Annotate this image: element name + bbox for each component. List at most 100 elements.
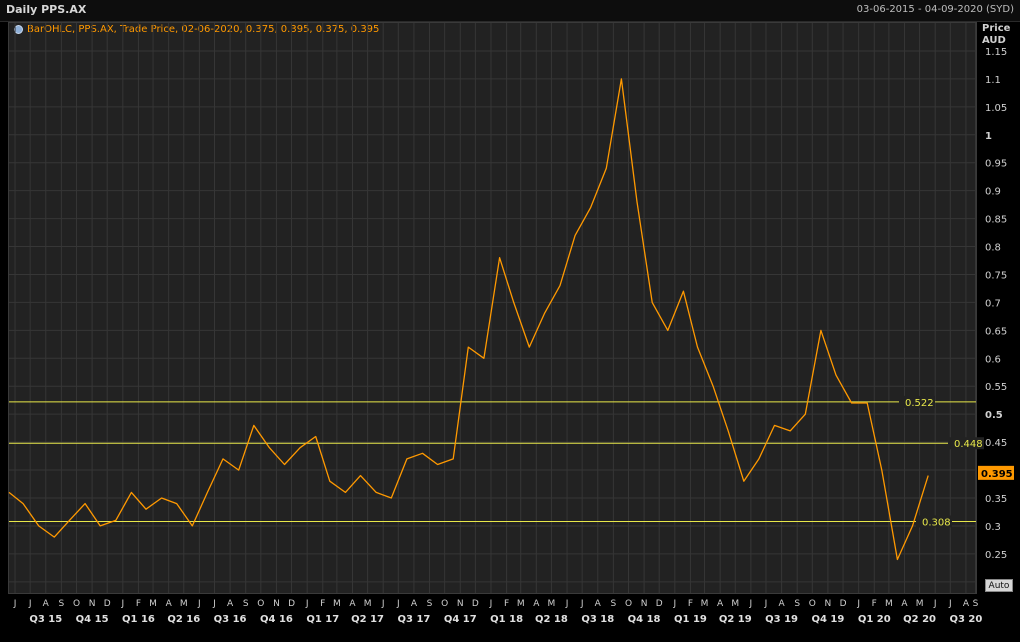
y-tick-label: 0.25 <box>985 550 1007 561</box>
y-tick-label: 1.05 <box>985 103 1007 114</box>
x-month-label: M <box>333 599 341 609</box>
x-month-label: N <box>457 599 464 609</box>
x-month-label: O <box>441 599 448 609</box>
x-quarter-label: Q3 18 <box>581 614 614 625</box>
x-month-label: J <box>28 599 32 609</box>
x-quarter-label: Q4 19 <box>811 614 844 625</box>
x-month-label: N <box>89 599 96 609</box>
x-month-label: A <box>963 599 970 609</box>
x-month-label: A <box>227 599 234 609</box>
x-month-label: J <box>948 599 952 609</box>
x-month-label: N <box>641 599 648 609</box>
x-month-label: A <box>717 599 724 609</box>
x-month-label: S <box>427 599 433 609</box>
x-month-label: J <box>856 599 860 609</box>
plot-area[interactable] <box>8 22 977 594</box>
x-month-label: M <box>180 599 188 609</box>
x-month-label: F <box>688 599 693 609</box>
x-quarter-label: Q1 17 <box>306 614 339 625</box>
x-month-label: M <box>364 599 372 609</box>
y-tick-label: 0.3 <box>985 522 1001 533</box>
x-month-label: F <box>136 599 141 609</box>
y-tick-label: 0.6 <box>985 354 1001 365</box>
x-month-label: J <box>749 599 753 609</box>
x-month-label: J <box>212 599 216 609</box>
y-tick-label: 0.55 <box>985 382 1007 393</box>
y-tick-label: 0.8 <box>985 243 1001 254</box>
x-quarter-label: Q4 18 <box>628 614 661 625</box>
x-month-label: A <box>411 599 418 609</box>
x-month-label: J <box>197 599 201 609</box>
x-month-label: F <box>872 599 877 609</box>
x-month-label: A <box>43 599 50 609</box>
y-tick-label: 0.7 <box>985 298 1001 309</box>
x-quarter-label: Q1 19 <box>674 614 707 625</box>
x-month-label: J <box>764 599 768 609</box>
y-tick-label: 0.35 <box>985 494 1007 505</box>
x-month-label: J <box>672 599 676 609</box>
y-axis-title: Price AUD <box>982 23 1010 47</box>
y-tick-label: 0.65 <box>985 326 1007 337</box>
series-settings-icon[interactable] <box>14 25 23 34</box>
x-month-label: J <box>120 599 124 609</box>
x-month-label: F <box>504 599 509 609</box>
y-tick-label: 0.75 <box>985 270 1007 281</box>
y-tick-label: 1.15 <box>985 47 1007 58</box>
x-quarter-label: Q1 16 <box>122 614 155 625</box>
x-month-label: S <box>973 599 979 609</box>
y-tick-label: 0.85 <box>985 215 1007 226</box>
x-month-label: M <box>731 599 739 609</box>
x-month-label: A <box>779 599 786 609</box>
x-month-label: J <box>933 599 937 609</box>
x-month-label: A <box>533 599 540 609</box>
x-month-label: N <box>273 599 280 609</box>
y-axis-title-price: Price <box>982 23 1011 34</box>
x-quarter-label: Q2 18 <box>535 614 568 625</box>
x-quarter-label: Q3 15 <box>29 614 62 625</box>
x-month-label: M <box>517 599 525 609</box>
x-month-label: J <box>305 599 309 609</box>
x-month-label: M <box>916 599 924 609</box>
chart-title: Daily PPS.AX <box>6 3 87 16</box>
x-month-label: M <box>548 599 556 609</box>
x-quarter-label: Q4 16 <box>260 614 293 625</box>
x-quarter-label: Q2 19 <box>719 614 752 625</box>
last-price-tag <box>978 465 1014 480</box>
x-quarter-label: Q3 19 <box>765 614 798 625</box>
auto-scale-button[interactable]: Auto <box>985 579 1013 592</box>
x-quarter-label: Q3 20 <box>949 614 982 625</box>
x-month-label: A <box>901 599 908 609</box>
y-tick-label: 0.4 <box>985 466 1001 477</box>
x-month-label: N <box>825 599 832 609</box>
y-tick-label: 0.9 <box>985 187 1001 198</box>
x-month-label: O <box>73 599 80 609</box>
x-month-label: S <box>243 599 249 609</box>
x-quarter-label: Q4 15 <box>76 614 109 625</box>
x-month-label: M <box>149 599 157 609</box>
x-quarter-label: Q1 20 <box>858 614 891 625</box>
x-month-label: D <box>840 599 847 609</box>
y-axis-title-currency: AUD <box>982 35 1006 46</box>
x-month-label: S <box>794 599 800 609</box>
x-month-label: S <box>59 599 65 609</box>
y-tick-label: 0.95 <box>985 159 1007 170</box>
x-month-label: A <box>349 599 356 609</box>
x-month-label: M <box>701 599 709 609</box>
y-tick-label: 1.1 <box>985 75 1001 86</box>
x-month-label: O <box>625 599 632 609</box>
legend-text: BarOHLC, PPS.AX, Trade Price, 02-06-2020… <box>27 24 380 35</box>
y-tick-label: 0.5 <box>985 410 1003 421</box>
x-month-label: J <box>565 599 569 609</box>
x-month-label: F <box>320 599 325 609</box>
x-quarter-label: Q1 18 <box>490 614 523 625</box>
x-month-label: D <box>472 599 479 609</box>
x-quarter-label: Q2 16 <box>167 614 200 625</box>
x-month-label: M <box>885 599 893 609</box>
y-tick-label: 0.45 <box>985 438 1007 449</box>
x-quarter-label: Q4 17 <box>444 614 477 625</box>
last-price-label: 0.395 <box>981 469 1013 480</box>
x-month-label: D <box>656 599 663 609</box>
chart-header: Daily PPS.AX 03-06-2015 - 04-09-2020 (SY… <box>0 0 1020 22</box>
x-month-label: O <box>257 599 264 609</box>
